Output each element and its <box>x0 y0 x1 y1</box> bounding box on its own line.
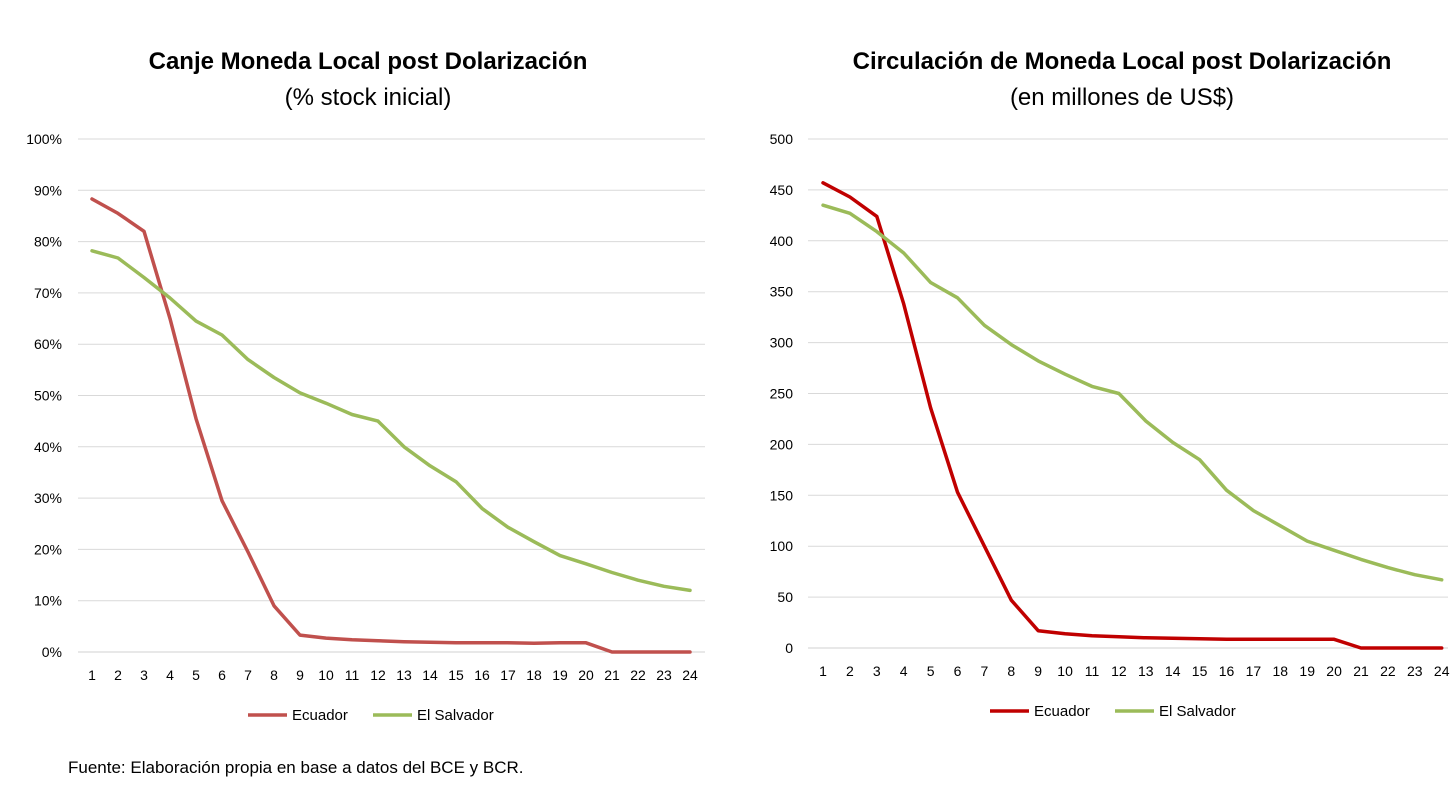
y-tick-label: 100 <box>770 538 794 554</box>
x-tick-label: 4 <box>900 663 908 679</box>
x-tick-label: 5 <box>192 667 200 683</box>
x-tick-label: 10 <box>318 667 334 683</box>
x-tick-label: 10 <box>1057 663 1073 679</box>
x-tick-label: 18 <box>1273 663 1289 679</box>
x-tick-label: 18 <box>526 667 542 683</box>
chart-circulacion-moneda-local: Circulación de Moneda Local post Dolariz… <box>728 0 1456 740</box>
x-tick-label: 21 <box>1353 663 1369 679</box>
x-tick-label: 24 <box>682 667 698 683</box>
x-tick-label: 1 <box>88 667 96 683</box>
chart-plot-area: 0%10%20%30%40%50%60%70%80%90%100%1 2 3 4 5 6 7… <box>26 131 705 724</box>
x-tick-label: 22 <box>1380 663 1396 679</box>
x-tick-label: 6 <box>954 663 962 679</box>
x-tick-label: 17 <box>500 667 516 683</box>
x-tick-label: 6 <box>218 667 226 683</box>
x-tick-label: 7 <box>244 667 252 683</box>
x-tick-label: 8 <box>1007 663 1015 679</box>
y-tick-label: 150 <box>770 487 794 503</box>
y-tick-label: 90% <box>34 182 62 198</box>
y-tick-label: 350 <box>770 284 794 300</box>
x-tick-label: 22 <box>630 667 646 683</box>
y-tick-label: 450 <box>770 182 794 198</box>
y-tick-label: 50 <box>777 589 793 605</box>
x-tick-label: 5 <box>927 663 935 679</box>
x-tick-label: 13 <box>1138 663 1154 679</box>
y-tick-label: 250 <box>770 386 794 402</box>
series-line-el-salvador <box>821 203 1444 582</box>
x-tick-label: 1 <box>819 663 827 679</box>
x-tick-label: 11 <box>345 667 360 683</box>
y-tick-label: 30% <box>34 490 62 506</box>
y-tick-label: 80% <box>34 234 62 250</box>
x-tick-label: 20 <box>1326 663 1342 679</box>
y-tick-label: 500 <box>770 131 794 147</box>
x-tick-label: 2 <box>114 667 122 683</box>
x-tick-label: 19 <box>1299 663 1315 679</box>
y-tick-label: 0% <box>42 644 62 660</box>
y-tick-label: 60% <box>34 336 62 352</box>
y-tick-label: 400 <box>770 233 794 249</box>
x-tick-label: 3 <box>873 663 881 679</box>
x-tick-label: 11 <box>1085 663 1100 679</box>
x-tick-label: 4 <box>166 667 174 683</box>
x-tick-label: 13 <box>396 667 412 683</box>
x-tick-label: 8 <box>270 667 278 683</box>
x-tick-label: 12 <box>370 667 386 683</box>
chart-title: Circulación de Moneda Local post Dolariz… <box>852 48 1392 75</box>
x-tick-label: 21 <box>604 667 620 683</box>
y-tick-label: 100% <box>26 131 62 147</box>
x-tick-label: 12 <box>1111 663 1127 679</box>
y-tick-label: 70% <box>34 285 62 301</box>
x-tick-label: 20 <box>578 667 594 683</box>
x-tick-label: 14 <box>1165 663 1181 679</box>
series-line-ecuador <box>90 197 692 654</box>
x-tick-label: 9 <box>1034 663 1042 679</box>
x-tick-label: 14 <box>422 667 438 683</box>
x-tick-label: 16 <box>1219 663 1235 679</box>
chart-subtitle: (% stock inicial) <box>284 84 452 111</box>
x-tick-label: 9 <box>296 667 304 683</box>
x-tick-label: 16 <box>474 667 490 683</box>
x-tick-label: 15 <box>448 667 464 683</box>
y-tick-label: 50% <box>34 388 62 404</box>
x-tick-label: 2 <box>846 663 854 679</box>
x-tick-label: 23 <box>1407 663 1423 679</box>
y-tick-label: 300 <box>770 335 794 351</box>
chart-canje-moneda-local: Canje Moneda Local post Dolarización (% … <box>0 0 728 740</box>
legend-label: Ecuador <box>292 707 348 724</box>
chart-subtitle: (en millones de US$) <box>1009 84 1235 111</box>
series-line-el-salvador <box>90 249 692 593</box>
y-tick-label: 40% <box>34 439 62 455</box>
x-tick-label: 19 <box>552 667 568 683</box>
y-tick-label: 10% <box>34 593 62 609</box>
x-tick-label: 17 <box>1246 663 1262 679</box>
x-tick-label: 23 <box>656 667 672 683</box>
chart-title: Canje Moneda Local post Dolarización <box>148 48 588 75</box>
series-line-ecuador <box>821 181 1444 650</box>
x-tick-label: 24 <box>1434 663 1450 679</box>
legend-label: El Salvador <box>417 707 494 724</box>
x-tick-label: 3 <box>140 667 148 683</box>
x-tick-label: 15 <box>1192 663 1208 679</box>
x-tick-label: 7 <box>981 663 989 679</box>
y-tick-label: 200 <box>770 436 794 452</box>
legend-label: El Salvador <box>1159 703 1236 720</box>
y-tick-label: 0 <box>785 640 793 656</box>
legend-label: Ecuador <box>1034 703 1090 720</box>
source-note: Fuente: Elaboración propia en base a dat… <box>68 758 524 777</box>
y-tick-label: 20% <box>34 541 62 557</box>
